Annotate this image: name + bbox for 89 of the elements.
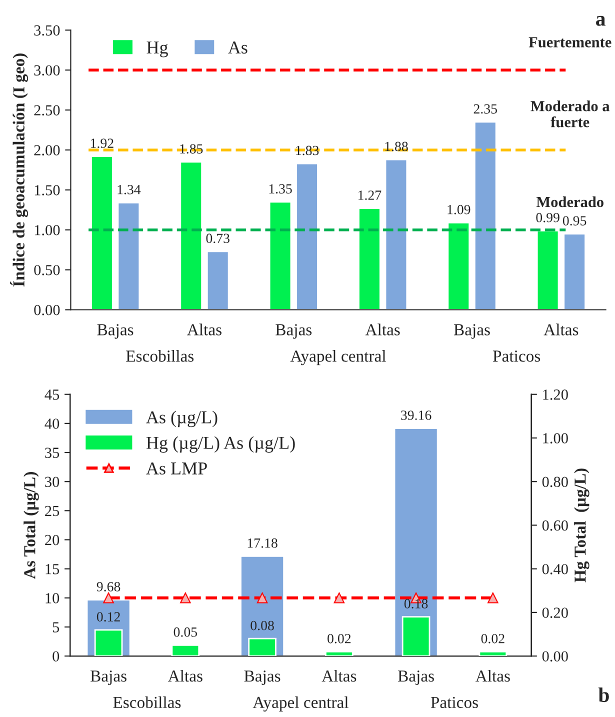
legend-label: As LMP xyxy=(146,462,207,475)
x-tick-label: Bajas xyxy=(97,324,134,339)
x-tick-label: Altas xyxy=(365,324,400,336)
bar xyxy=(478,651,508,656)
y-tick-label: 15 xyxy=(46,564,60,574)
text: Escobillas xyxy=(126,350,194,362)
y-axis-title: As Total (µg/L) xyxy=(24,472,39,579)
legend-label: Hg xyxy=(146,42,168,58)
y-tick-label: 0.50 xyxy=(34,264,60,276)
y-tick-label: 35 xyxy=(45,448,60,458)
y-tick-label: 20 xyxy=(45,534,60,546)
y-tick-label: 40 xyxy=(44,418,60,429)
y-tick-label: 25 xyxy=(45,506,60,516)
y-tick-label: 0 xyxy=(52,651,60,662)
bar xyxy=(268,201,292,310)
y2-axis-title: Hg Total (µg/L) xyxy=(574,468,590,582)
bar xyxy=(180,161,203,310)
text: Escobillas xyxy=(113,696,181,708)
data-label: 9.68 xyxy=(96,582,120,592)
data-label: 1.92 xyxy=(91,138,114,148)
bar xyxy=(206,250,230,310)
data-label: 0.05 xyxy=(174,627,198,637)
y-tick-label: 3.00 xyxy=(34,65,60,76)
text: Paticos xyxy=(430,696,478,708)
bar xyxy=(563,233,586,310)
y2-tick-label: 1.20 xyxy=(543,389,568,400)
y-tick-label: 10 xyxy=(46,593,60,604)
x-tick-label: Bajas xyxy=(276,324,312,339)
y-tick-label: 1.50 xyxy=(34,185,60,196)
bar xyxy=(358,208,381,310)
text: Paticos xyxy=(493,350,540,362)
y-tick-label: 3.50 xyxy=(34,25,60,36)
data-label: 0.95 xyxy=(562,216,586,226)
y2-tick-label: 0.00 xyxy=(542,651,568,662)
y2-tick-label: 0.80 xyxy=(542,476,568,488)
y-tick-label: 5 xyxy=(52,622,60,632)
y-tick-label: 0.00 xyxy=(34,304,60,316)
data-label: 1.27 xyxy=(358,190,382,200)
y-tick-label: 30 xyxy=(45,476,60,488)
data-label: 39.16 xyxy=(401,410,432,420)
ref-line-label: Fuertemente xyxy=(528,37,612,48)
y2-tick-label: 0.40 xyxy=(542,564,568,574)
data-label: 0.08 xyxy=(250,620,274,630)
x-tick-label: Altas xyxy=(475,670,510,682)
y-tick-label: 45 xyxy=(44,390,60,400)
y2-tick-label: 1.00 xyxy=(543,433,568,444)
data-label: 0.99 xyxy=(536,212,560,222)
x-tick-label: Bajas xyxy=(398,670,434,686)
data-label: 1.34 xyxy=(118,184,141,194)
legend-label: Hg (µg/L) As (µg/L) xyxy=(146,436,295,453)
bar xyxy=(536,230,560,310)
text: a xyxy=(596,16,606,26)
data-label: 0.18 xyxy=(404,599,428,608)
bar xyxy=(384,158,408,310)
y-tick-label: 1.00 xyxy=(34,224,60,236)
ref-line-label: Moderado xyxy=(536,196,604,208)
x-tick-label: Altas xyxy=(168,670,202,682)
bar xyxy=(171,644,200,656)
bar xyxy=(474,121,497,310)
ref-line-label: Moderado a fuerte xyxy=(530,100,610,128)
legend-label: As (µg/L) xyxy=(146,410,218,428)
data-label: 0.02 xyxy=(328,634,351,644)
data-label: 0.12 xyxy=(96,612,120,622)
y-axis-title: Índice de geoacumulación (I geo) xyxy=(10,54,28,286)
x-tick-label: Bajas xyxy=(454,324,490,339)
data-label: 1.09 xyxy=(448,204,470,214)
bar xyxy=(325,651,354,656)
x-tick-label: Altas xyxy=(544,324,578,336)
bar xyxy=(117,202,140,310)
text: b xyxy=(598,687,609,702)
y2-tick-label: 0.60 xyxy=(542,520,568,531)
data-label: 2.35 xyxy=(474,104,497,114)
bar xyxy=(90,156,114,310)
bar xyxy=(296,162,318,310)
x-tick-label: Altas xyxy=(187,324,222,336)
x-tick-label: Bajas xyxy=(90,670,126,686)
text: Ayapel central xyxy=(290,350,386,366)
x-tick-label: Altas xyxy=(322,670,356,682)
data-label: 17.18 xyxy=(248,538,278,548)
y2-tick-label: 0.20 xyxy=(542,608,568,618)
data-label: 0.73 xyxy=(206,234,230,244)
y-tick-label: 2.00 xyxy=(34,145,60,156)
x-tick-label: Bajas xyxy=(244,670,280,686)
text: Ayapel central xyxy=(252,696,348,712)
y-tick-label: 2.50 xyxy=(34,105,60,116)
legend-label: As xyxy=(228,41,248,54)
data-label: 0.02 xyxy=(481,634,504,644)
bar xyxy=(447,222,470,310)
data-label: 1.35 xyxy=(269,184,292,194)
